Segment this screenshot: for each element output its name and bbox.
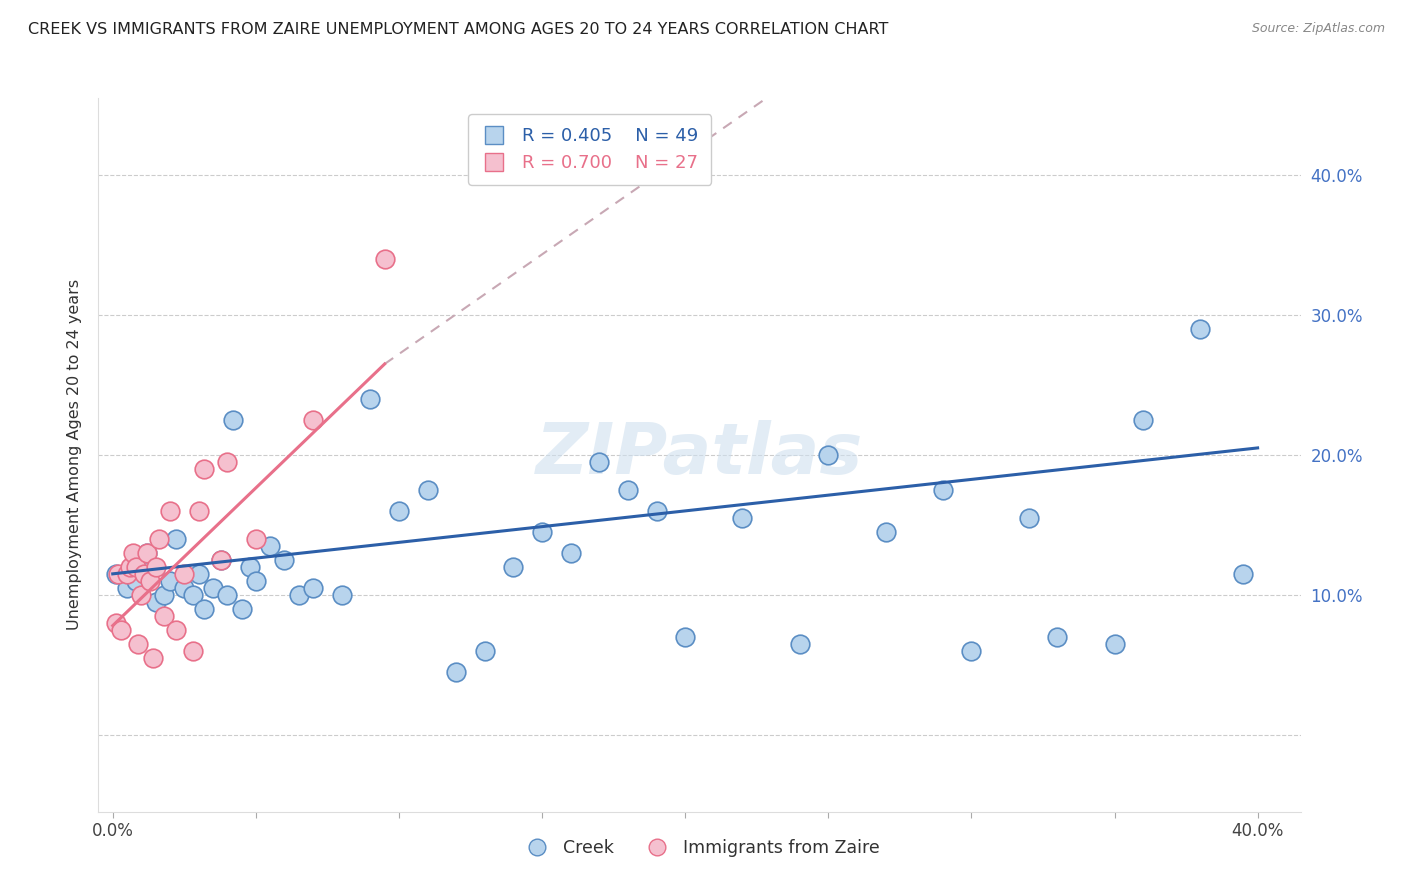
Point <box>960 644 983 658</box>
Point <box>121 546 143 560</box>
Point <box>1104 637 1126 651</box>
Point <box>131 588 153 602</box>
Point <box>153 588 176 602</box>
Point <box>181 644 204 658</box>
Point <box>131 559 153 574</box>
Point <box>201 581 224 595</box>
Point <box>173 581 195 595</box>
Point <box>173 566 195 581</box>
Point <box>124 574 146 588</box>
Point <box>531 524 554 539</box>
Point <box>673 630 696 644</box>
Point <box>273 553 295 567</box>
Point <box>136 546 159 560</box>
Point <box>136 546 159 560</box>
Point <box>139 574 162 588</box>
Text: Source: ZipAtlas.com: Source: ZipAtlas.com <box>1251 22 1385 36</box>
Point <box>302 413 325 427</box>
Point <box>416 483 439 497</box>
Point <box>187 566 209 581</box>
Point <box>115 581 138 595</box>
Point <box>193 462 215 476</box>
Point <box>1189 322 1212 336</box>
Point <box>1018 511 1040 525</box>
Point <box>159 504 181 518</box>
Point <box>444 665 467 679</box>
Point <box>817 448 839 462</box>
Point <box>875 524 897 539</box>
Point <box>731 511 754 525</box>
Point <box>211 553 233 567</box>
Point <box>374 252 396 266</box>
Point <box>165 623 187 637</box>
Point <box>181 588 204 602</box>
Point <box>560 546 582 560</box>
Point <box>118 559 141 574</box>
Point <box>789 637 811 651</box>
Point <box>115 566 138 581</box>
Point <box>932 483 955 497</box>
Point <box>222 413 245 427</box>
Point <box>159 574 181 588</box>
Y-axis label: Unemployment Among Ages 20 to 24 years: Unemployment Among Ages 20 to 24 years <box>66 279 82 631</box>
Point <box>145 595 167 609</box>
Point <box>645 504 668 518</box>
Point <box>124 559 146 574</box>
Point <box>259 539 281 553</box>
Point <box>1132 413 1154 427</box>
Point <box>217 588 239 602</box>
Point <box>148 532 170 546</box>
Point <box>165 532 187 546</box>
Point <box>1046 630 1069 644</box>
Point <box>330 588 353 602</box>
Point <box>193 602 215 616</box>
Point <box>474 644 496 658</box>
Point <box>145 559 167 574</box>
Text: ZIPatlas: ZIPatlas <box>536 420 863 490</box>
Point <box>617 483 640 497</box>
Point <box>588 455 610 469</box>
Point <box>302 581 325 595</box>
Point <box>128 637 150 651</box>
Point <box>142 650 165 665</box>
Point <box>287 588 309 602</box>
Point <box>502 559 524 574</box>
Point <box>153 608 176 623</box>
Point <box>388 504 411 518</box>
Text: CREEK VS IMMIGRANTS FROM ZAIRE UNEMPLOYMENT AMONG AGES 20 TO 24 YEARS CORRELATIO: CREEK VS IMMIGRANTS FROM ZAIRE UNEMPLOYM… <box>28 22 889 37</box>
Point <box>217 455 239 469</box>
Point <box>245 532 267 546</box>
Point <box>107 566 129 581</box>
Legend: Creek, Immigrants from Zaire: Creek, Immigrants from Zaire <box>512 832 887 863</box>
Point <box>1232 566 1254 581</box>
Point <box>110 623 132 637</box>
Point <box>104 566 127 581</box>
Point <box>245 574 267 588</box>
Point <box>239 559 262 574</box>
Point <box>134 566 156 581</box>
Point <box>104 615 127 630</box>
Point <box>187 504 209 518</box>
Point <box>231 602 253 616</box>
Point <box>359 392 381 406</box>
Point <box>211 553 233 567</box>
